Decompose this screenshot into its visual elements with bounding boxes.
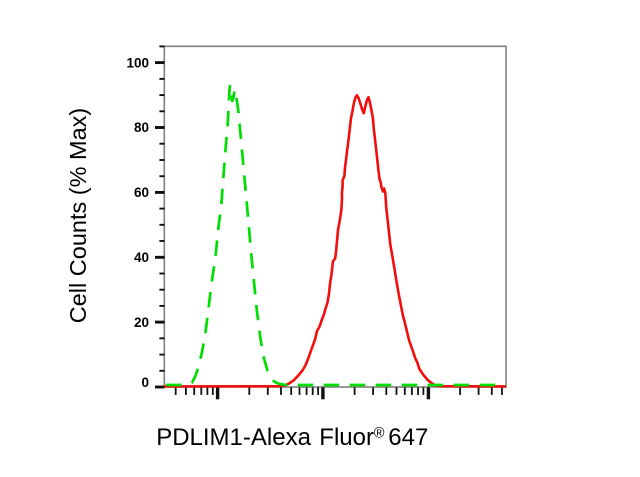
svg-text:0: 0 [141,375,149,390]
svg-text:647: 647 [388,424,428,451]
svg-text:Cell Counts (% Max): Cell Counts (% Max) [65,108,91,323]
svg-text:100: 100 [126,55,149,70]
svg-text:60: 60 [134,185,149,200]
svg-text:40: 40 [134,250,149,265]
svg-text:80: 80 [134,120,149,135]
svg-text:20: 20 [134,315,149,330]
svg-text:PDLIM1-Alexa: PDLIM1-Alexa [156,424,311,451]
svg-text:Fluor: Fluor [319,424,374,451]
svg-text:®: ® [374,425,385,441]
